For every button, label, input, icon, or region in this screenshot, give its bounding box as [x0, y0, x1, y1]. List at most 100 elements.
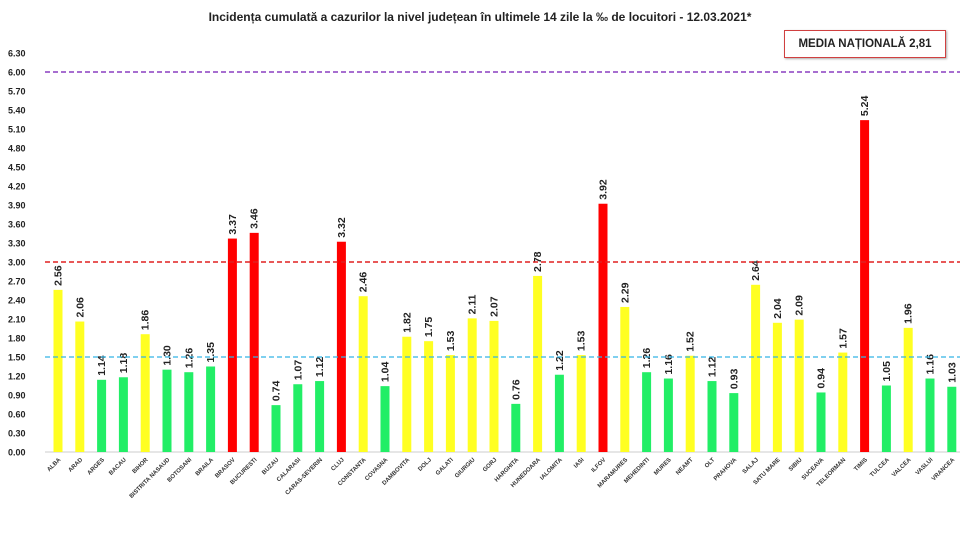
y-tick-label: 3.60 — [8, 220, 26, 230]
x-tick-label: SIBIU — [788, 457, 804, 473]
x-tick-label: TIMIS — [853, 457, 869, 473]
bar-galati — [445, 355, 455, 452]
x-tick-label: OLT — [704, 457, 717, 470]
data-label: 2.46 — [358, 272, 370, 293]
data-label: 1.86 — [140, 310, 152, 331]
bar-vrancea — [947, 386, 957, 452]
data-label: 2.78 — [532, 251, 544, 272]
data-label: 1.16 — [663, 354, 675, 375]
y-tick-label: 0.00 — [8, 448, 26, 458]
bar-iasi — [576, 355, 586, 452]
bar-dambovita — [402, 336, 412, 452]
data-label: 1.52 — [685, 331, 697, 352]
bar-tulcea — [881, 385, 891, 452]
bar-mures — [663, 378, 673, 452]
y-tick-label: 2.70 — [8, 277, 26, 287]
bar-ialomita — [554, 374, 564, 452]
x-tick-label: ARGES — [87, 457, 106, 476]
y-tick-label: 1.80 — [8, 334, 26, 344]
bar-olt — [707, 381, 717, 452]
data-label: 3.46 — [249, 208, 261, 229]
x-tick-label: PRAHOVA — [713, 457, 739, 483]
y-tick-label: 6.30 — [8, 49, 26, 59]
x-tick-label: ILFOV — [591, 457, 608, 474]
bar-braila — [206, 366, 216, 452]
y-tick-label: 2.40 — [8, 296, 26, 306]
bar-sibiu — [794, 319, 804, 452]
bar-botosani — [184, 372, 194, 452]
y-tick-label: 2.10 — [8, 315, 26, 325]
x-tick-label: GIURGIU — [454, 457, 476, 479]
data-label: 1.53 — [576, 331, 588, 352]
data-label: 1.12 — [707, 356, 719, 377]
x-tick-label: BACAU — [108, 457, 128, 477]
x-tick-label: GORJ — [482, 457, 498, 473]
data-label: 1.96 — [903, 303, 915, 324]
bar-covasna — [380, 386, 390, 452]
bar-vaslui — [925, 378, 935, 452]
data-label: 1.26 — [641, 348, 653, 369]
bar-alba — [53, 289, 63, 452]
bar-suceava — [816, 392, 826, 452]
bar-teleorman — [838, 352, 848, 452]
y-tick-label: 3.00 — [8, 258, 26, 268]
y-tick-label: 4.50 — [8, 163, 26, 173]
chart-title: Incidența cumulată a cazurilor la nivel … — [208, 10, 752, 24]
bar-hunedoara — [533, 275, 543, 452]
y-tick-label: 4.80 — [8, 144, 26, 154]
x-tick-label: DOLJ — [417, 457, 433, 473]
bar-arad — [75, 321, 85, 452]
x-tick-label: TULCEA — [869, 457, 891, 479]
bar-calarasi — [293, 384, 303, 452]
data-label: 2.29 — [619, 282, 631, 303]
y-tick-label: 1.50 — [8, 353, 26, 363]
national-average-box: MEDIA NAȚIONALĂ 2,81 — [784, 30, 946, 58]
bar-bistrita-nasaud — [162, 369, 172, 452]
x-tick-label: NEAMT — [675, 457, 695, 477]
x-tick-label: MURES — [653, 457, 673, 477]
x-tick-label: BRAILA — [195, 457, 216, 478]
data-label: 1.75 — [423, 317, 435, 338]
data-label: 1.16 — [925, 354, 937, 375]
data-label: 1.18 — [118, 353, 130, 374]
x-tick-label: BISTRITA NASAUD — [129, 457, 172, 500]
bar-giurgiu — [467, 318, 477, 452]
bar-brasov — [227, 238, 237, 452]
bar-bucuresti — [249, 232, 259, 452]
y-tick-label: 0.60 — [8, 410, 26, 420]
x-tick-label: VASLUI — [915, 457, 935, 477]
bar-buzau — [271, 405, 281, 452]
data-label: 2.06 — [74, 297, 86, 318]
bar-prahova — [729, 393, 739, 452]
x-tick-label: BUZAU — [261, 457, 280, 476]
bar-arges — [97, 379, 107, 452]
y-tick-label: 3.30 — [8, 239, 26, 249]
bar-mehedinti — [642, 372, 652, 452]
x-tick-label: ALBA — [46, 457, 62, 473]
data-label: 2.11 — [467, 294, 479, 314]
data-label: 1.57 — [837, 328, 849, 349]
x-tick-label: GALATI — [435, 457, 455, 477]
y-tick-label: 4.20 — [8, 182, 26, 192]
data-label: 2.07 — [489, 296, 501, 317]
data-label: 1.14 — [96, 355, 108, 376]
data-label: 3.37 — [227, 214, 239, 235]
bar-neamt — [685, 355, 695, 452]
data-label: 1.22 — [554, 350, 566, 371]
data-label: 1.07 — [292, 360, 304, 381]
bar-dolj — [424, 341, 434, 452]
x-tick-label: CARAS-SEVERIN — [285, 457, 324, 496]
bar-salaj — [751, 284, 761, 452]
x-tick-label: ARAD — [68, 457, 85, 474]
x-tick-label: BRASOV — [214, 457, 236, 479]
y-tick-label: 5.70 — [8, 87, 26, 97]
bar-timis — [860, 120, 870, 452]
data-label: 5.24 — [859, 96, 871, 117]
data-label: 2.09 — [794, 295, 806, 316]
bar-constanta — [358, 296, 368, 452]
y-tick-label: 0.30 — [8, 429, 26, 439]
x-tick-label: IALOMITA — [539, 457, 564, 482]
data-label: 1.82 — [401, 312, 413, 333]
bar-valcea — [903, 327, 913, 452]
y-tick-label: 1.20 — [8, 372, 26, 382]
